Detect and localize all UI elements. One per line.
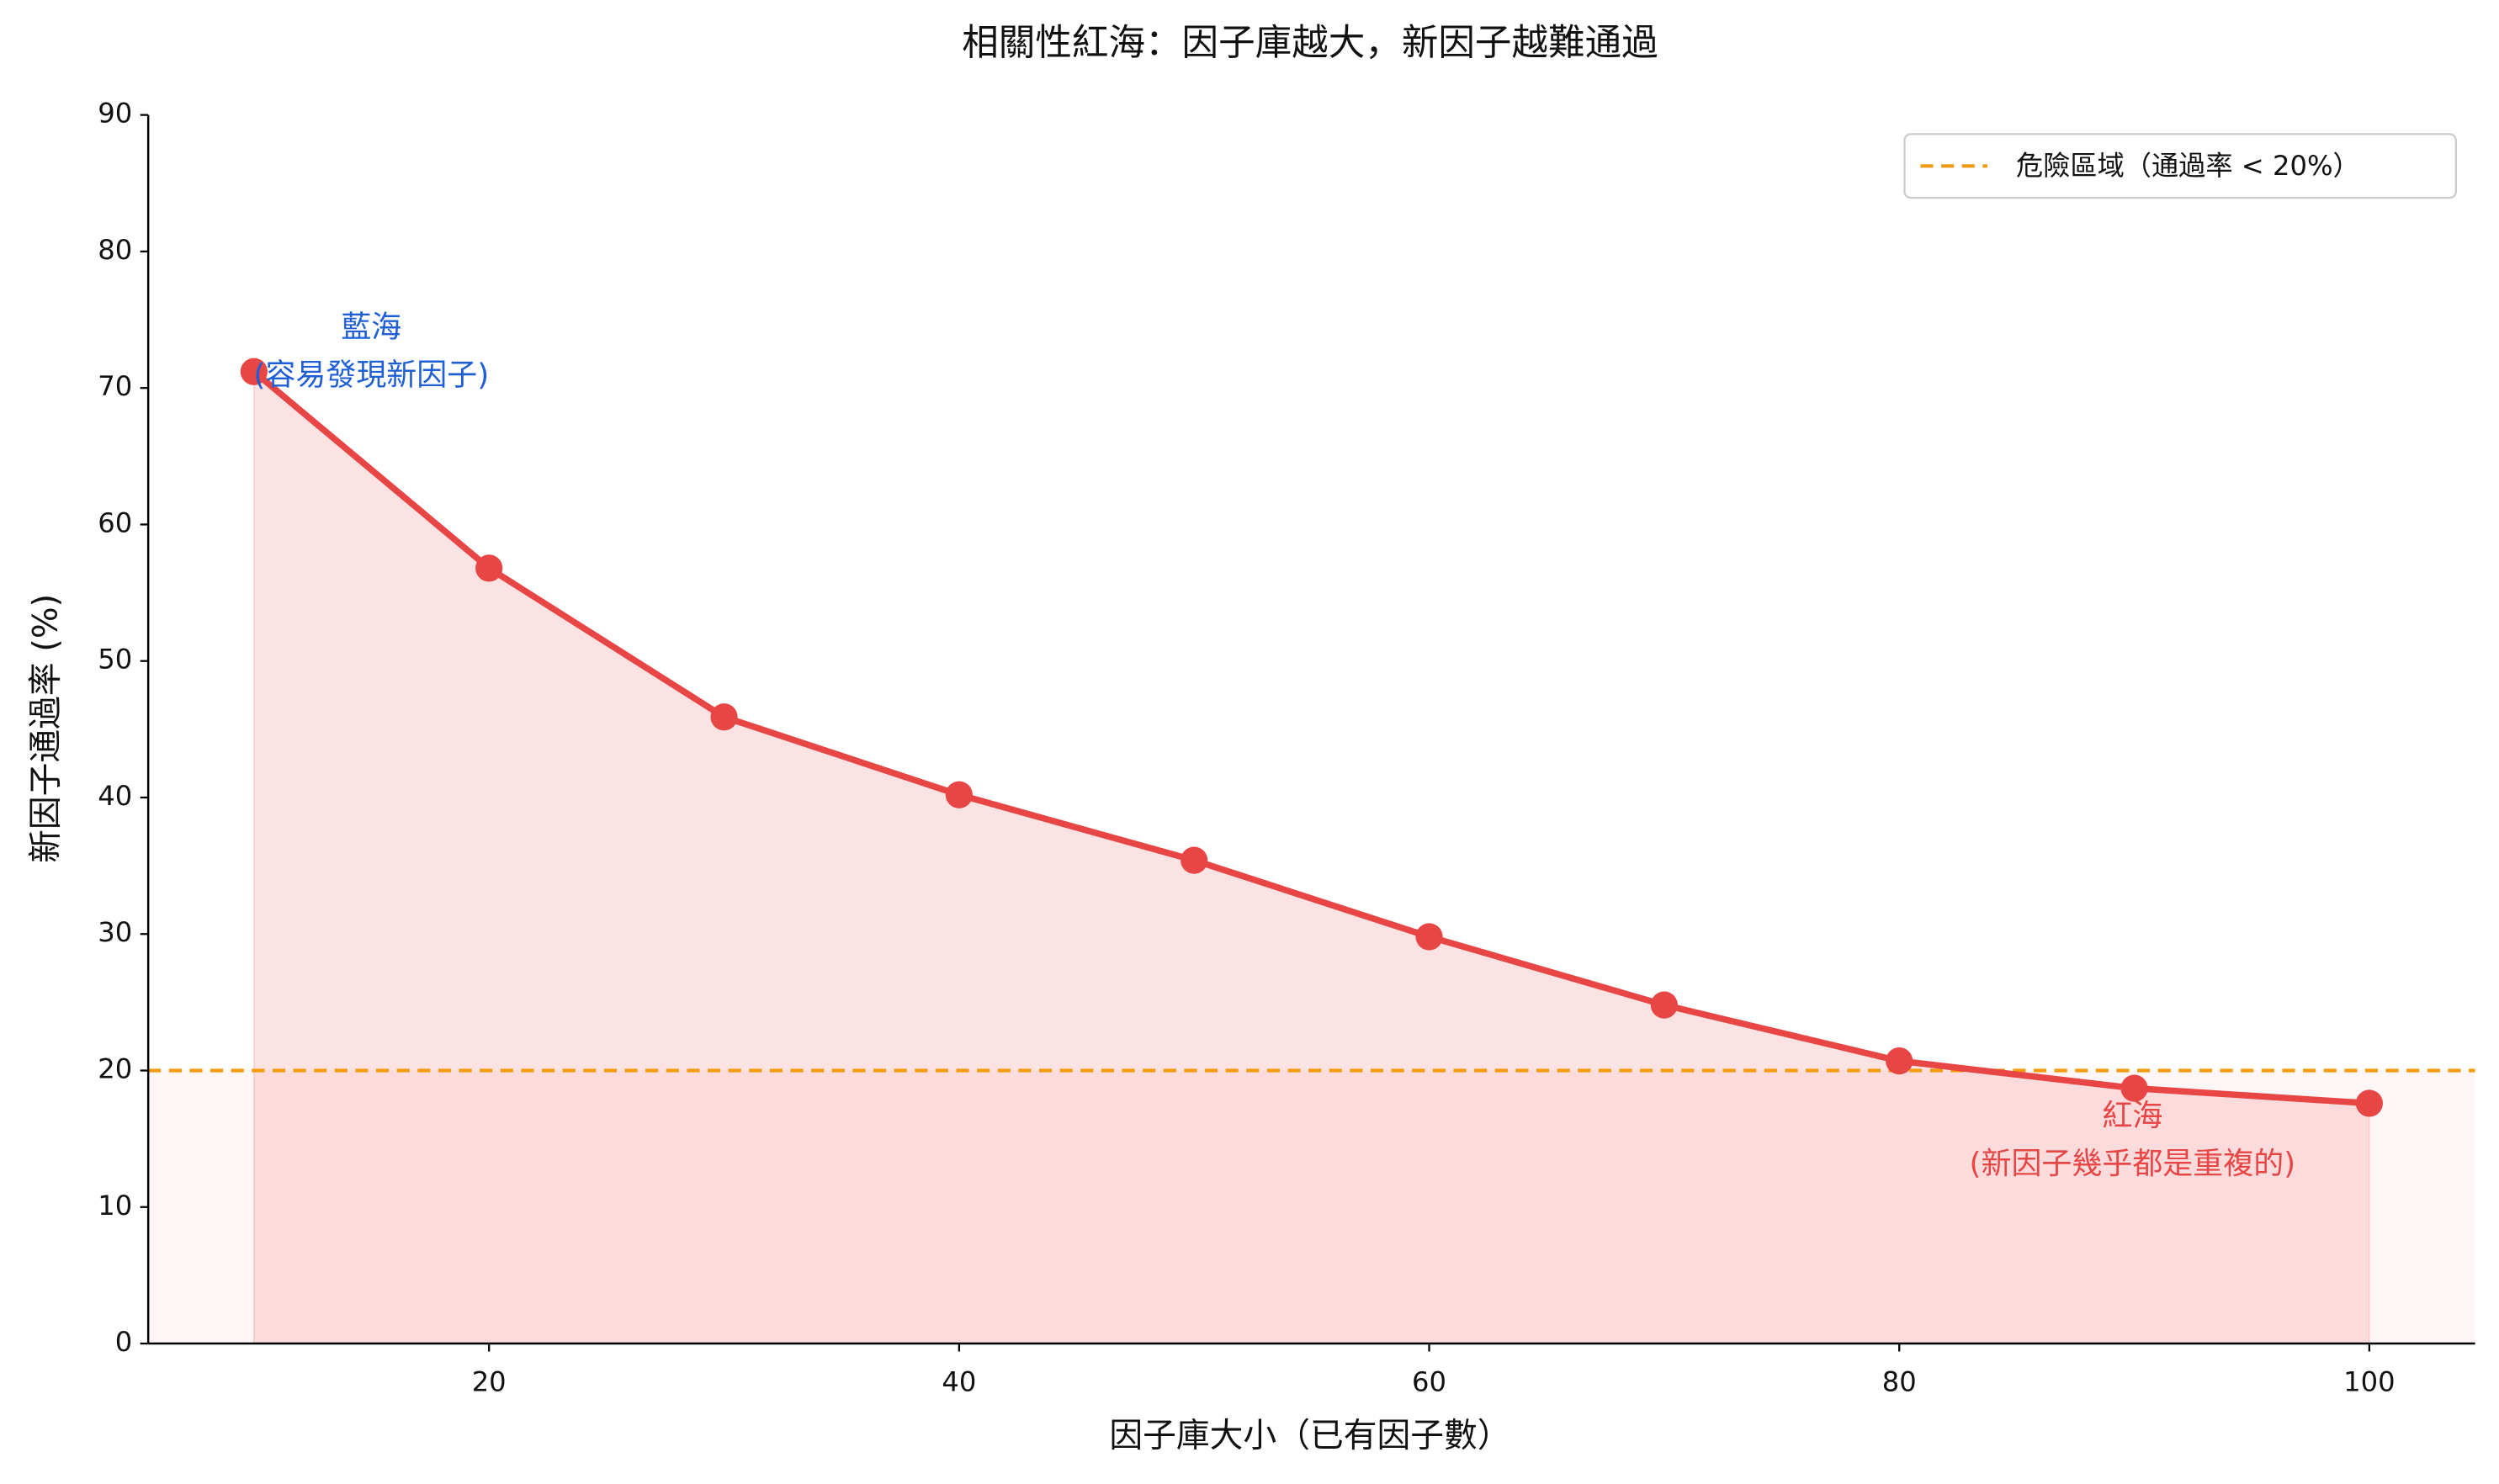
y-tick-label: 80 (98, 234, 132, 266)
legend-label: 危險區域（通過率 < 20%） (2016, 150, 2360, 182)
y-tick-label: 40 (98, 780, 132, 812)
data-point (945, 781, 973, 808)
x-tick-label: 60 (1412, 1365, 1446, 1397)
x-tick-label: 40 (942, 1365, 976, 1397)
data-point (710, 703, 738, 731)
data-point (1650, 991, 1678, 1019)
y-tick-label: 60 (98, 506, 132, 538)
data-point (2120, 1074, 2148, 1102)
annotation: 紅海 (2102, 1099, 2162, 1133)
data-point (240, 358, 268, 385)
data-point (1415, 923, 1443, 951)
annotation: 藍海 (341, 310, 401, 344)
chart-title: 相關性紅海：因子庫越大，新因子越難通過 (962, 22, 1658, 64)
y-tick-label: 30 (98, 916, 132, 948)
y-tick-label: 50 (98, 644, 132, 676)
data-point (2355, 1089, 2383, 1117)
data-point (1181, 846, 1208, 874)
annotation: (容易發現新因子) (253, 358, 489, 392)
data-point (1886, 1047, 1913, 1075)
annotation: (新因子幾乎都是重複的) (1969, 1147, 2295, 1181)
y-tick-label: 70 (98, 370, 132, 402)
x-tick-label: 20 (472, 1365, 507, 1397)
x-tick-label: 80 (1882, 1365, 1917, 1397)
danger-zone (148, 1070, 2475, 1344)
data-point (475, 554, 503, 582)
legend-box (1903, 133, 2457, 199)
x-tick-label: 100 (2343, 1365, 2395, 1397)
y-tick-label: 0 (115, 1326, 132, 1358)
series-line (252, 368, 2370, 1107)
y-tick-label: 90 (98, 98, 132, 130)
y-tick-label: 10 (98, 1190, 132, 1222)
x-axis-label: 因子庫大小（已有因子數） (1109, 1416, 1510, 1455)
y-tick-label: 20 (98, 1053, 132, 1085)
y-axis-label: 新因子通過率 (%) (26, 594, 65, 863)
area (252, 369, 2370, 1344)
